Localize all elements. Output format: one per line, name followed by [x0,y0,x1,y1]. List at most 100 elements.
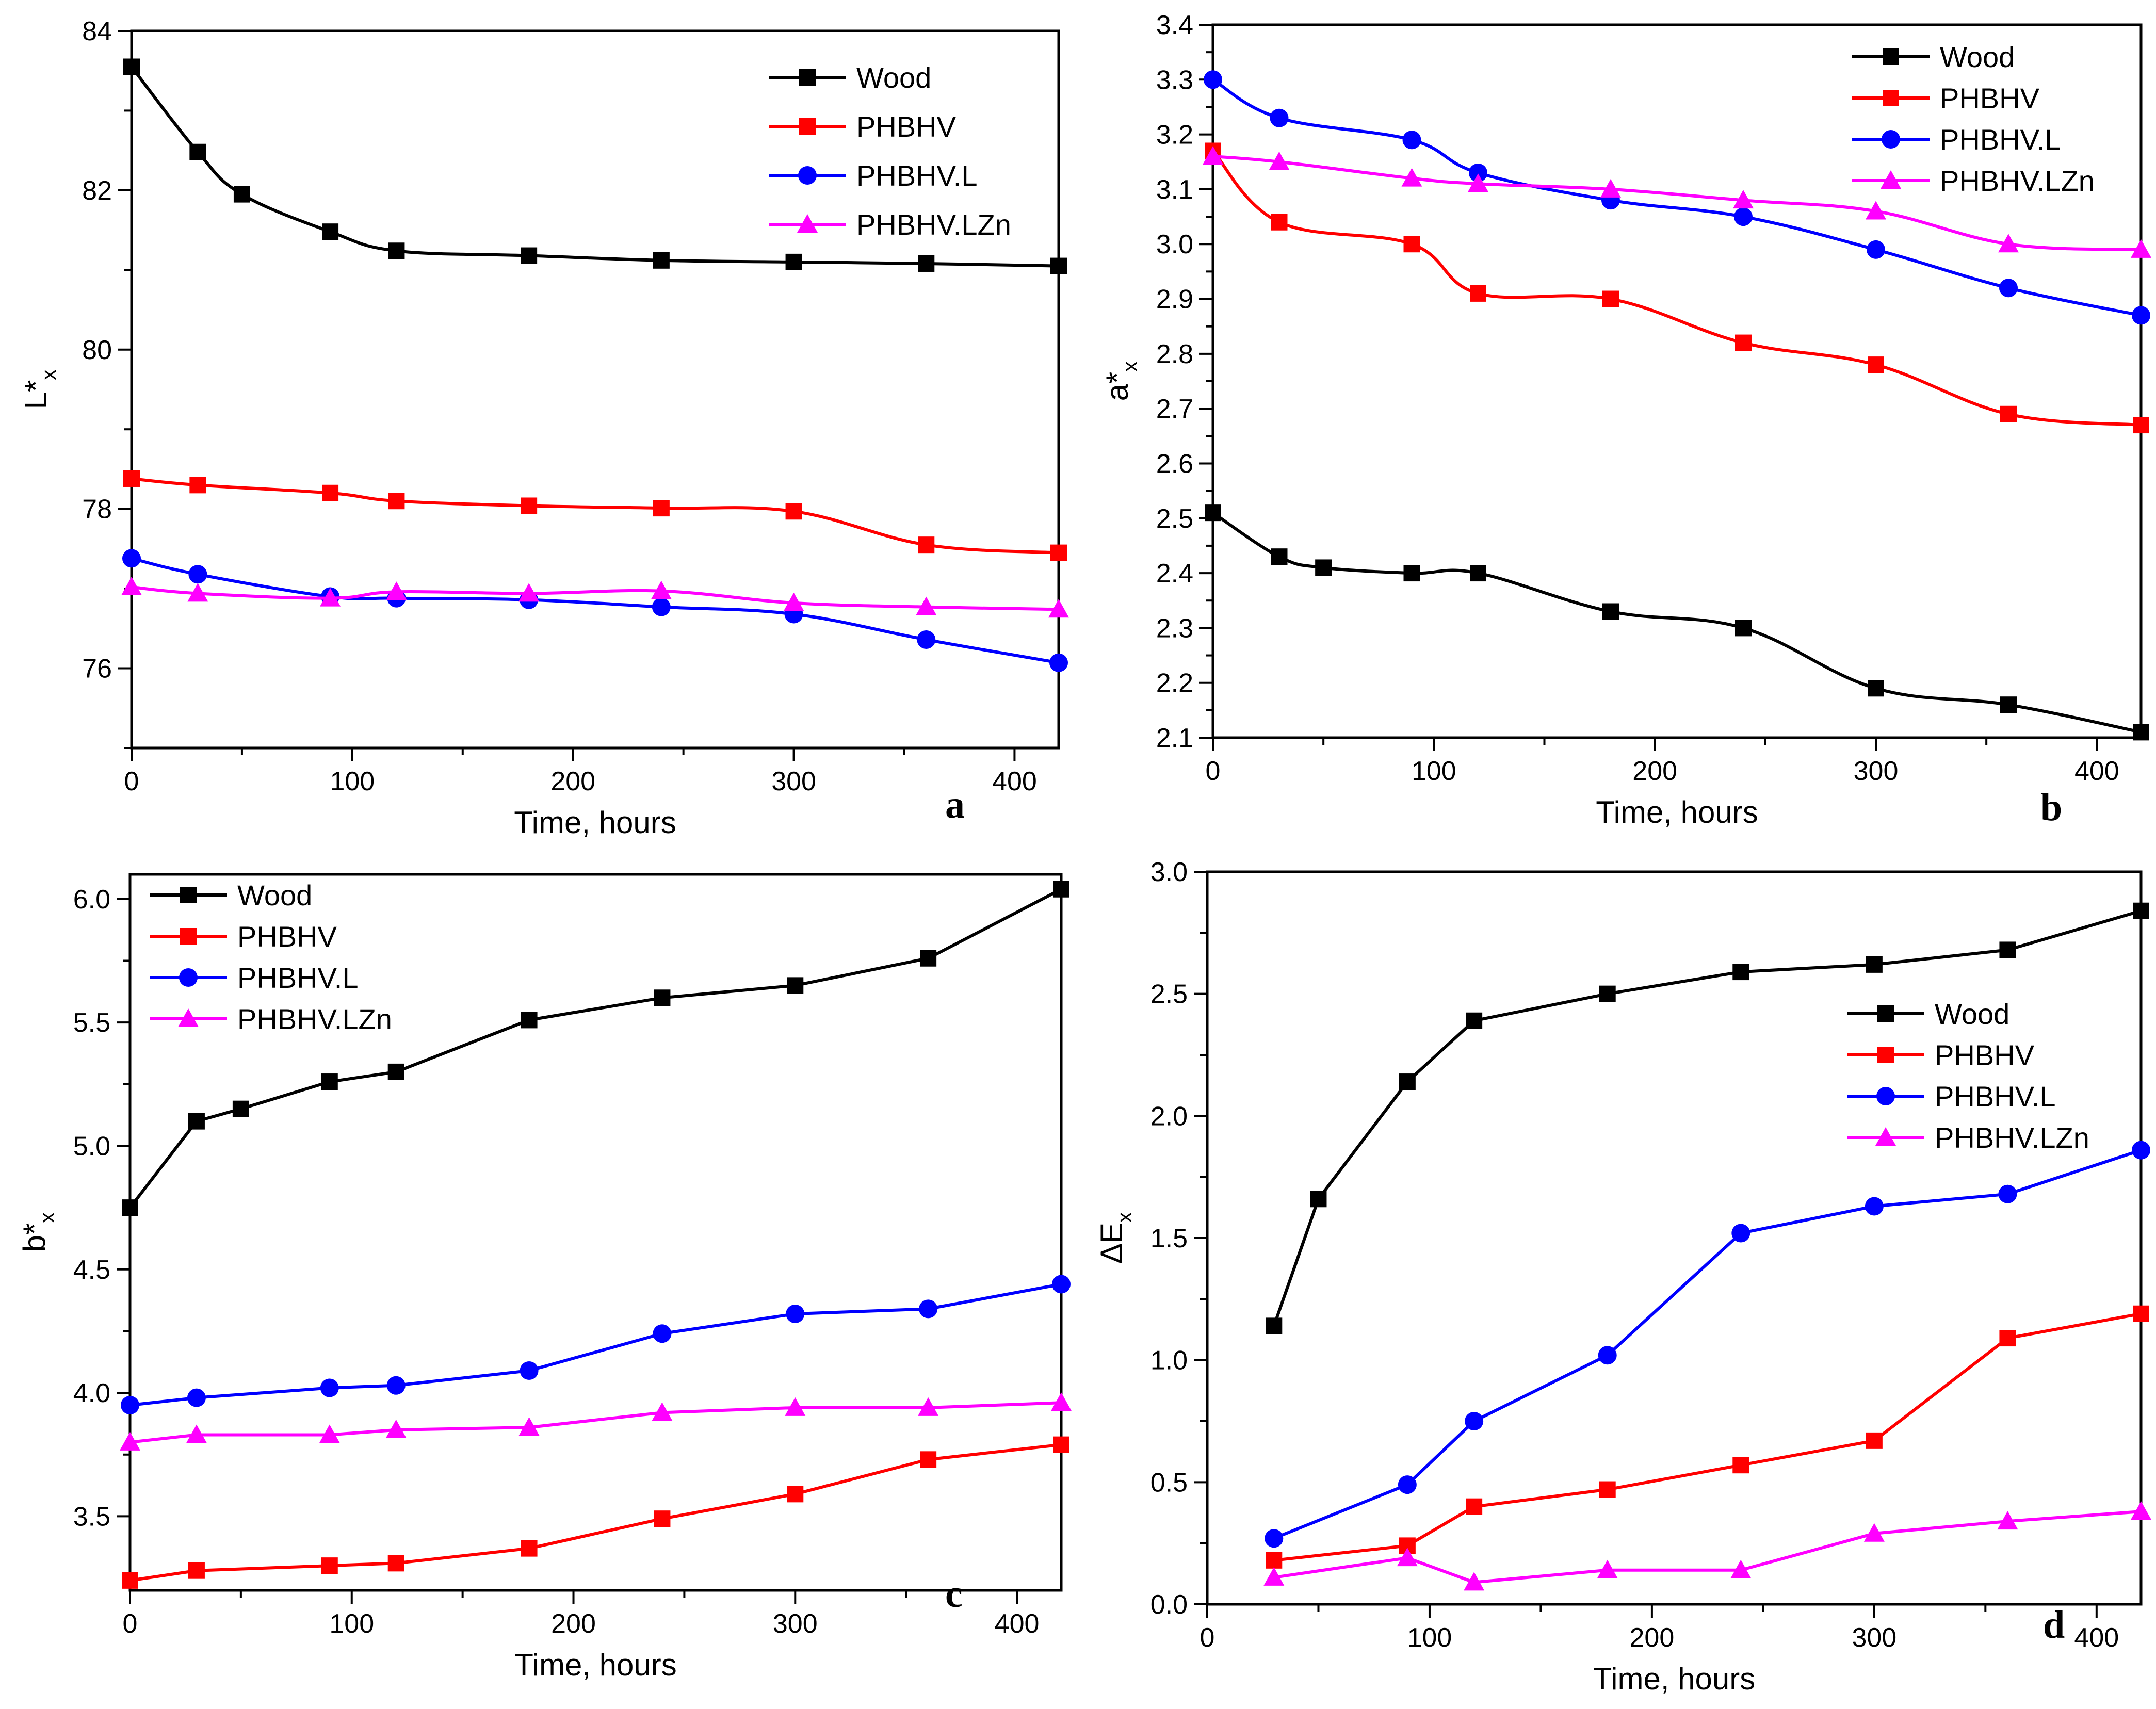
data-point [918,1397,939,1416]
data-point [1266,1317,1283,1334]
data-point [1465,1412,1484,1430]
data-point [123,470,140,487]
series-phbhv-lzn [121,577,1069,618]
data-point [233,186,250,203]
data-point [654,989,671,1006]
series-line [1272,1148,2143,1540]
legend-label: Wood [1940,41,2015,73]
data-point [520,1361,539,1380]
data-point [1597,1559,1618,1578]
legend-label: PHBHV.L [1935,1080,2056,1113]
y-tick-label: 76 [82,654,112,684]
data-point [388,242,405,259]
chart-panel-d: 0 100 200 300 400 0.0 0.5 1.0 1.5 2.0 2.5 3.0 Time, … [1094,857,2151,1696]
legend-label: Wood [237,879,312,912]
legend: Wood PHBHV PHBHV.L PHBHV.LZn [1852,41,2095,197]
data-point [521,497,538,514]
y-tick-label: 3.5 [73,1502,110,1532]
data-point [2000,696,2017,713]
data-point [232,1100,249,1117]
data-point [1866,956,1883,973]
data-point [1048,599,1069,618]
data-point [1050,257,1067,274]
data-point [1732,964,1749,981]
x-axis-title: Time, hours [514,805,676,840]
y-tick-label: 2.4 [1156,559,1193,589]
series-phbhv [1266,1305,2149,1569]
data-point [1732,1457,1749,1474]
y-tick-label: 0.0 [1150,1590,1188,1620]
data-point [1203,146,1223,165]
x-tick-label: 100 [329,1609,374,1639]
data-point [920,1451,937,1468]
y-tick-label: 3.3 [1156,65,1193,95]
data-point [917,630,936,649]
data-point [1403,236,1420,253]
data-point [122,549,141,568]
y-tick-label: 1.0 [1150,1346,1188,1376]
data-point [387,1063,404,1080]
data-point [120,1431,140,1451]
data-point [783,592,804,611]
data-point [385,1419,407,1438]
legend-label: PHBHV [237,920,337,953]
data-point [1470,285,1486,302]
y-tick-label: 6.0 [73,885,110,915]
y-tick-label: 2.3 [1156,613,1193,643]
y-tick-label: 2.1 [1156,723,1193,753]
y-tick-label: 3.0 [1150,857,1188,887]
x-tick-label: 200 [1632,756,1677,786]
x-tick-label: 100 [1412,756,1456,786]
data-point [187,583,208,602]
data-point [1310,1191,1327,1208]
x-tick-label: 400 [2074,1623,2119,1653]
y-tick-label: 2.2 [1156,669,1193,698]
y-tick-label: 2.0 [1150,1101,1188,1131]
data-point [1868,680,1884,697]
chart-panel-b: 0 100 200 300 400 2.1 2.2 2.3 2.4 2.5 2.6 2.7 2.8 2.9… [1100,10,2151,829]
panel-letter: d [2043,1603,2065,1647]
data-point [1598,1346,1617,1365]
data-point [518,1417,540,1436]
data-point [1053,881,1069,898]
y-tick-label: 4.5 [73,1255,110,1285]
data-point [1735,620,1752,637]
y-axis-title: L*x [19,370,60,410]
data-point [1602,603,1619,620]
data-point [1998,234,2019,253]
x-tick-label: 400 [995,1609,1040,1639]
data-point [787,1486,804,1503]
series-phbhv-lzn [120,1392,1072,1451]
data-point [1468,173,1488,192]
data-point [1600,178,1621,198]
series-line [128,1401,1063,1444]
x-tick-label: 200 [1630,1623,1675,1653]
legend-label: PHBHV.L [856,159,978,192]
x-tick-label: 400 [992,767,1037,796]
data-point [2132,1141,2150,1160]
data-point [785,1397,806,1416]
legend-marker [1875,1127,1896,1146]
series-line [1272,1510,2143,1584]
y-axis-title: ΔEx [1094,1212,1136,1264]
y-tick-label: 2.5 [1150,980,1188,1010]
data-point [2133,724,2149,741]
series-line [130,585,1060,611]
data-point [652,1402,673,1421]
x-axis-title: Time, hours [1596,795,1758,829]
data-point [2131,239,2151,258]
legend-label: PHBHV.L [1940,123,2061,156]
data-point [1270,108,1289,127]
series-phbhv-lzn [1263,1501,2151,1591]
data-point [521,1012,538,1029]
legend-label: PHBHV.LZn [1935,1121,2089,1154]
data-point [187,1388,206,1407]
legend-marker [797,214,818,233]
data-point [1999,279,2018,298]
data-point [2133,902,2149,919]
data-point [1269,151,1290,170]
data-point [1263,1567,1285,1586]
data-point [322,484,339,501]
data-point [1466,1012,1483,1029]
y-tick-label: 82 [82,176,112,206]
